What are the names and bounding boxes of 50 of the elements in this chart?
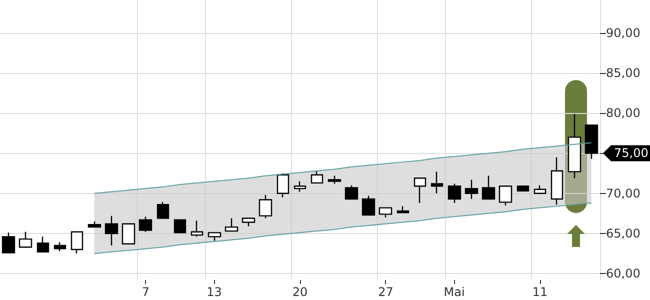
candlestick xyxy=(18,231,32,249)
candlestick xyxy=(464,179,478,200)
y-tick-label: 85,00 xyxy=(606,66,640,80)
candlestick xyxy=(174,219,186,234)
candlestick xyxy=(516,186,530,192)
candlestick xyxy=(498,186,512,206)
candlestick xyxy=(54,242,66,252)
candlestick xyxy=(242,218,256,227)
y-tick-label: 70,00 xyxy=(606,186,640,200)
candlestick xyxy=(584,124,598,160)
x-tick-label: 7 xyxy=(142,285,150,299)
candlestick xyxy=(294,180,306,192)
x-tick-label: 11 xyxy=(532,285,548,299)
candlestick xyxy=(190,220,204,238)
candlestick xyxy=(104,215,118,246)
candlestick xyxy=(224,218,238,232)
x-tick-label: Mai xyxy=(444,285,465,299)
candlestick xyxy=(414,178,426,204)
candlestick xyxy=(70,231,84,254)
candlestick xyxy=(534,184,546,195)
line-series xyxy=(94,142,592,194)
candlestick xyxy=(430,171,444,194)
candlestick xyxy=(276,172,290,198)
candlestick xyxy=(88,220,102,228)
text: 75,00 xyxy=(614,146,648,160)
candlestick xyxy=(138,216,152,232)
line-series xyxy=(94,202,592,254)
candlestick xyxy=(396,206,410,214)
y-tick-label: 80,00 xyxy=(606,106,640,120)
candlestick xyxy=(310,170,324,184)
candlestick xyxy=(448,183,462,204)
candlestick xyxy=(328,175,342,184)
candlestick xyxy=(362,195,376,216)
x-tick-label: 27 xyxy=(378,285,394,299)
candlestick xyxy=(2,232,16,254)
y-tick-label: 90,00 xyxy=(606,26,640,40)
candlestick xyxy=(550,156,564,206)
candlestick xyxy=(568,113,582,179)
candlestick xyxy=(258,194,272,219)
candlestick xyxy=(344,184,358,200)
x-tick-label: 20 xyxy=(292,285,308,299)
candlestick xyxy=(122,223,136,244)
candlestick xyxy=(378,207,392,218)
x-tick-label: 13 xyxy=(206,285,222,299)
candlestick xyxy=(208,232,222,242)
y-tick-label: 65,00 xyxy=(606,226,640,240)
candlestick xyxy=(156,202,170,219)
candlestick xyxy=(36,236,50,253)
y-tick-label: 60,00 xyxy=(606,266,640,281)
candlestick xyxy=(482,175,496,200)
